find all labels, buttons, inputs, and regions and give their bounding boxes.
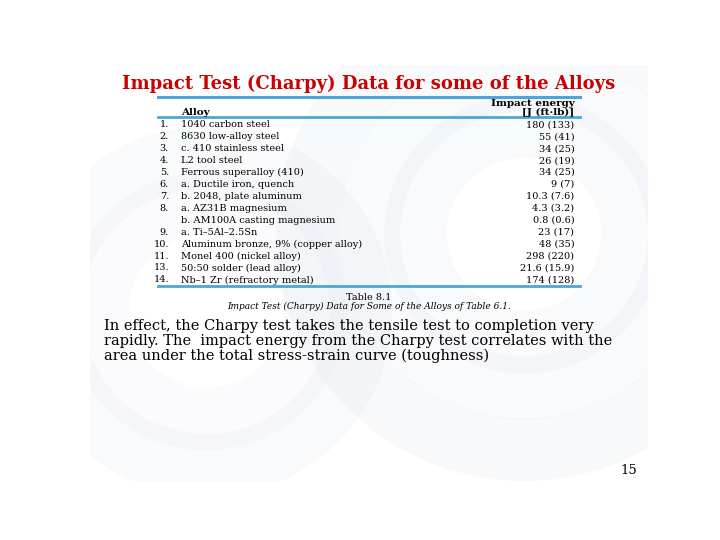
Text: b. AM100A casting magnesium: b. AM100A casting magnesium xyxy=(181,215,336,225)
Text: 15: 15 xyxy=(621,464,637,477)
Text: c. 410 stainless steel: c. 410 stainless steel xyxy=(181,144,284,153)
Text: a. Ti–5Al–2.5Sn: a. Ti–5Al–2.5Sn xyxy=(181,228,258,237)
Text: Alloy: Alloy xyxy=(181,108,210,117)
Text: 34 (25): 34 (25) xyxy=(539,168,575,177)
Text: 13.: 13. xyxy=(153,264,169,273)
Text: [J (ft·lb)]: [J (ft·lb)] xyxy=(522,108,575,117)
Text: 5.: 5. xyxy=(160,168,169,177)
Text: 1040 carbon steel: 1040 carbon steel xyxy=(181,120,270,129)
Text: 26 (19): 26 (19) xyxy=(539,156,575,165)
Text: Monel 400 (nickel alloy): Monel 400 (nickel alloy) xyxy=(181,252,301,261)
Text: area under the total stress-strain curve (toughness): area under the total stress-strain curve… xyxy=(104,348,489,362)
Text: 7.: 7. xyxy=(160,192,169,201)
Text: Impact energy: Impact energy xyxy=(490,99,575,109)
Text: rapidly. The  impact energy from the Charpy test correlates with the: rapidly. The impact energy from the Char… xyxy=(104,334,612,348)
Text: Ferrous superalloy (410): Ferrous superalloy (410) xyxy=(181,168,304,177)
Text: 180 (133): 180 (133) xyxy=(526,120,575,129)
Text: 8630 low-alloy steel: 8630 low-alloy steel xyxy=(181,132,280,141)
Text: 14.: 14. xyxy=(153,275,169,285)
Text: 9.: 9. xyxy=(160,228,169,237)
Text: 48 (35): 48 (35) xyxy=(539,240,575,248)
Text: Table 8.1: Table 8.1 xyxy=(346,294,392,302)
Text: 8.: 8. xyxy=(160,204,169,213)
Text: 9 (7): 9 (7) xyxy=(551,180,575,189)
Text: 6.: 6. xyxy=(160,180,169,189)
Text: 34 (25): 34 (25) xyxy=(539,144,575,153)
Text: 298 (220): 298 (220) xyxy=(526,252,575,260)
Text: 4.: 4. xyxy=(160,156,169,165)
Text: 4.3 (3.2): 4.3 (3.2) xyxy=(532,204,575,213)
Text: Nb–1 Zr (refractory metal): Nb–1 Zr (refractory metal) xyxy=(181,275,314,285)
Text: Aluminum bronze, 9% (copper alloy): Aluminum bronze, 9% (copper alloy) xyxy=(181,240,363,249)
Text: 174 (128): 174 (128) xyxy=(526,275,575,285)
Text: 2.: 2. xyxy=(160,132,169,141)
Text: 23 (17): 23 (17) xyxy=(539,228,575,237)
Text: a. AZ31B magnesium: a. AZ31B magnesium xyxy=(181,204,287,213)
Text: Impact Test (Charpy) Data for some of the Alloys: Impact Test (Charpy) Data for some of th… xyxy=(122,75,616,93)
Text: 50:50 solder (lead alloy): 50:50 solder (lead alloy) xyxy=(181,264,302,273)
Text: Impact Test (Charpy) Data for Some of the Alloys of Table 6.1.: Impact Test (Charpy) Data for Some of th… xyxy=(227,302,511,311)
Text: 11.: 11. xyxy=(153,252,169,260)
Text: a. Ductile iron, quench: a. Ductile iron, quench xyxy=(181,180,294,189)
Text: In effect, the Charpy test takes the tensile test to completion very: In effect, the Charpy test takes the ten… xyxy=(104,319,593,333)
Text: b. 2048, plate aluminum: b. 2048, plate aluminum xyxy=(181,192,302,201)
Text: 1.: 1. xyxy=(160,120,169,129)
Text: L2 tool steel: L2 tool steel xyxy=(181,156,243,165)
Text: 3.: 3. xyxy=(160,144,169,153)
Text: 55 (41): 55 (41) xyxy=(539,132,575,141)
Text: 10.: 10. xyxy=(153,240,169,248)
Text: 21.6 (15.9): 21.6 (15.9) xyxy=(520,264,575,273)
Text: 10.3 (7.6): 10.3 (7.6) xyxy=(526,192,575,201)
Text: 0.8 (0.6): 0.8 (0.6) xyxy=(533,215,575,225)
